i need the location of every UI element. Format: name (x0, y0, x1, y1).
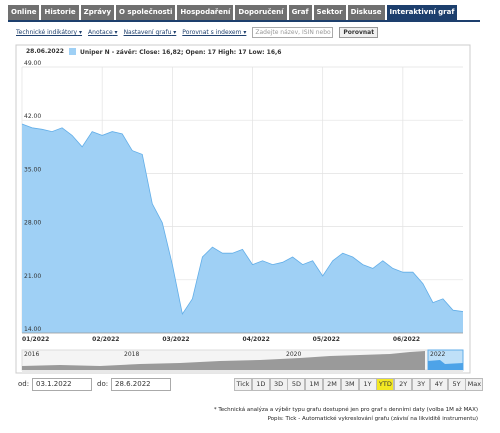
range-button[interactable]: 5D (287, 378, 306, 391)
x-tick-label: 04/2022 (243, 336, 270, 343)
navigator-scroll (22, 370, 463, 373)
to-input[interactable]: 28.6.2022 (111, 378, 171, 391)
legend-text: Uniper N - závěr: Close: 16,82; Open: 17… (80, 49, 281, 56)
y-tick-label: 49.00 (24, 60, 41, 67)
range-bar: od: 03.1.2022 do: 28.6.2022 Tick 1D 3D 5D 1M 2M 3M… (16, 378, 484, 391)
navigator-year: 2018 (124, 351, 139, 358)
to-label: do: (97, 380, 109, 388)
y-tick-label: 42.00 (24, 113, 41, 120)
x-tick-label: 01/2022 (22, 336, 49, 343)
range-button[interactable]: 1Y (358, 378, 377, 391)
tab[interactable]: Online (8, 5, 40, 20)
tab[interactable]: Historie (41, 5, 79, 20)
navigator-year: 2016 (24, 351, 39, 358)
range-button[interactable]: 3D (269, 378, 288, 391)
search-input[interactable]: Zadejte název, ISIN nebo (252, 27, 334, 38)
footnotes: * Technická analýza a výběr typu grafu d… (214, 406, 478, 424)
menu[interactable]: Porovnat s indexem (182, 29, 246, 36)
navigator-year: 2020 (286, 351, 301, 358)
tab-underline (8, 20, 480, 22)
range-button[interactable]: 1D (251, 378, 270, 391)
from-label: od: (18, 380, 30, 388)
menu[interactable]: Technické indikátory (16, 29, 82, 36)
area (22, 124, 463, 333)
menu[interactable]: Anotace (88, 29, 118, 36)
tab[interactable]: Zprávy (80, 5, 115, 20)
tab[interactable]: O společnosti (116, 5, 176, 20)
navigator-window-shape (428, 360, 463, 370)
tab[interactable]: Sektor (313, 5, 346, 20)
range-button[interactable]: 3Y (412, 378, 430, 391)
range-button[interactable]: 3M (340, 378, 359, 391)
footnote: * Technická analýza a výběr typu grafu d… (213, 407, 478, 413)
range-button[interactable]: 5Y (447, 378, 466, 391)
compare-button[interactable]: Porovnat (339, 27, 379, 38)
x-tick-label: 03/2022 (162, 336, 189, 343)
footnote: Popis: Tick - Automatické vykreslování g… (267, 416, 478, 422)
y-tick-label: 14.00 (24, 326, 41, 333)
range-button[interactable]: 2Y (394, 378, 413, 391)
navigator-year: 2022 (430, 351, 445, 358)
from-input[interactable]: 03.1.2022 (32, 378, 92, 391)
tabs: Online Historie Zprávy O společnosti Hospoda… (8, 5, 458, 20)
toolbar: Technické indikátory Anotace Nastavení gra… (16, 27, 379, 38)
chart-date: 28.06.2022 (26, 48, 64, 55)
tab[interactable]: Graf (288, 5, 312, 20)
navigator-shape (22, 351, 425, 370)
range-button[interactable]: YTD (376, 378, 395, 391)
y-tick-label: 28.00 (24, 220, 41, 227)
x-tick-label: 02/2022 (92, 336, 119, 343)
tab[interactable]: Hospodaření (177, 5, 234, 20)
range-button[interactable]: 1M (305, 378, 324, 391)
range-button[interactable]: Tick (234, 378, 252, 391)
y-tick-label: 35.00 (24, 166, 41, 173)
area-line (21, 123, 464, 316)
menu[interactable]: Nastavení grafu (124, 29, 177, 36)
range-button[interactable]: 4Y (429, 378, 448, 391)
y-tick-label: 21.00 (24, 273, 41, 280)
legend-swatch (69, 48, 76, 55)
x-tick-label: 05/2022 (313, 336, 340, 343)
tab[interactable]: Diskuse (347, 5, 385, 20)
tab[interactable]: Interaktivní graf (386, 5, 458, 20)
chart: 28.06.2022 Uniper N - závěr: Close: 16,8… (15, 44, 471, 374)
x-tick-label: 06/2022 (393, 336, 420, 343)
range-button[interactable]: Max (465, 378, 484, 391)
range-button[interactable]: 2M (323, 378, 341, 391)
tab[interactable]: Doporučení (235, 5, 287, 20)
